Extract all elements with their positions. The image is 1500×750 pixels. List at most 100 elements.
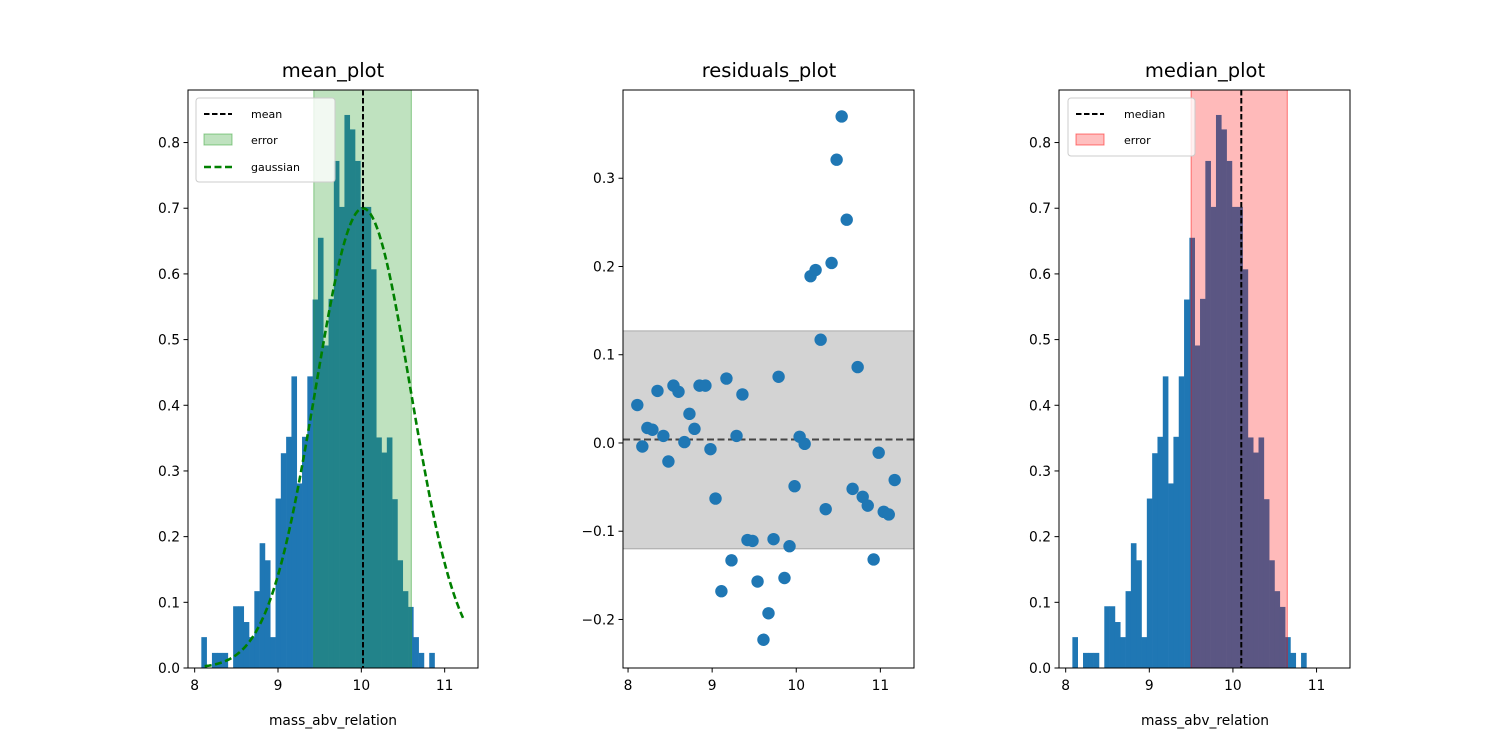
histogram-bar <box>296 483 303 668</box>
residual-point <box>825 256 838 270</box>
histogram-bar <box>333 160 340 668</box>
x-tick-label: 10 <box>1224 678 1242 694</box>
y-tick-label: 0.7 <box>158 201 180 217</box>
histogram-bar <box>370 269 377 668</box>
residual-point <box>646 423 659 436</box>
median-plot-axes: 8 9 10 11 0.0 0.1 0.2 0.3 0.4 0.5 0.6 0.7 0.8 <box>1029 89 1351 694</box>
histogram-bar <box>238 606 245 668</box>
residual-point <box>662 455 675 468</box>
histogram-bar <box>1301 652 1307 668</box>
legend-gaussian-label: gaussian <box>251 161 300 174</box>
residual-point <box>783 540 796 553</box>
histogram-bar <box>211 652 218 668</box>
residual-point <box>830 153 843 166</box>
mean-plot-panel: mean_plot mass_abv_relation 8 9 10 11 0.0 0.1… <box>158 59 479 729</box>
histogram-bar <box>1109 606 1116 668</box>
mean-plot-bars <box>201 114 435 669</box>
histogram-bar <box>1247 437 1254 668</box>
y-tick-label: 0.1 <box>593 348 615 364</box>
residual-point <box>772 370 785 383</box>
residual-point <box>657 429 670 443</box>
y-tick-label: 0.3 <box>1029 464 1051 480</box>
x-tick-label: 9 <box>1145 678 1154 694</box>
x-tick-label: 8 <box>1061 678 1070 694</box>
residual-point <box>846 482 859 496</box>
histogram-bar <box>217 652 223 668</box>
x-tick-label: 10 <box>353 678 371 694</box>
median-plot-legend: median error <box>1067 97 1196 157</box>
histogram-bar <box>1269 560 1275 668</box>
y-tick-label: 0.1 <box>1029 595 1051 611</box>
histogram-bar <box>302 436 308 668</box>
residual-point <box>767 532 780 546</box>
x-tick-label: 8 <box>624 678 633 694</box>
residual-point <box>725 554 738 567</box>
y-tick-label: 0.0 <box>1029 661 1051 677</box>
legend-error-label: error <box>251 134 278 147</box>
residual-point <box>709 492 722 505</box>
histogram-bar <box>1221 129 1227 669</box>
residual-point <box>683 407 696 421</box>
histogram-bar <box>413 637 419 668</box>
residual-point <box>872 446 885 459</box>
residual-point <box>699 379 712 392</box>
residual-point <box>851 360 864 374</box>
residual-point <box>867 553 880 566</box>
histogram-bar <box>1226 160 1233 668</box>
histogram-bar <box>1258 437 1265 668</box>
histogram-bar <box>344 114 351 668</box>
histogram-bar <box>323 345 329 668</box>
residual-point <box>814 333 827 346</box>
residual-point <box>882 508 895 521</box>
histogram-bar <box>1274 591 1281 668</box>
histogram-bar <box>1146 498 1153 668</box>
y-tick-label: 0.2 <box>1029 530 1051 546</box>
legend-mean-label: mean <box>251 108 282 121</box>
residual-point <box>888 473 901 487</box>
histogram-bar <box>1253 452 1259 668</box>
residual-point <box>778 571 791 585</box>
histogram-bar <box>233 606 239 668</box>
residual-point <box>819 502 832 516</box>
histogram-bar <box>1290 652 1297 668</box>
residual-point <box>788 480 801 493</box>
histogram-bar <box>1125 591 1132 668</box>
histogram-bar <box>1120 637 1126 668</box>
y-tick-label: 0.4 <box>158 398 180 414</box>
y-tick-label: 0.1 <box>158 595 180 611</box>
mean-plot-lines <box>204 90 465 668</box>
x-tick-label: 11 <box>436 678 454 694</box>
y-tick-label: 0.4 <box>1029 398 1051 414</box>
y-tick-label: 0.3 <box>593 171 615 187</box>
y-tick-label: 0.0 <box>593 436 615 452</box>
histogram-bar <box>1152 453 1158 668</box>
histogram-bar <box>376 437 382 668</box>
x-tick-label: 11 <box>872 678 890 694</box>
legend-frame <box>1067 97 1196 157</box>
y-tick-label: 0.5 <box>1029 333 1051 349</box>
y-tick-label: 0.3 <box>158 464 180 480</box>
legend-error-label: error <box>1124 134 1151 147</box>
y-tick-label: 0.6 <box>158 267 180 283</box>
axes-frame <box>1058 89 1351 669</box>
residual-point <box>715 585 728 598</box>
residual-point <box>636 440 649 453</box>
legend-frame <box>195 97 336 183</box>
residual-point <box>861 499 874 512</box>
histogram-bar <box>339 206 345 668</box>
y-tick-label: 0.8 <box>1029 136 1051 152</box>
histogram-bar <box>1088 652 1094 668</box>
histogram-bar <box>418 652 425 668</box>
residual-point <box>835 110 848 123</box>
mean-plot-axes: 8 9 10 11 0.0 0.1 0.2 0.3 0.4 0.5 0.6 0.7 0.8 <box>158 89 479 694</box>
median-plot-title: median_plot <box>1145 59 1266 82</box>
y-tick-label: 0.5 <box>158 333 180 349</box>
x-tick-label: 11 <box>1308 678 1326 694</box>
histogram-bar <box>328 298 335 668</box>
histogram-bar <box>349 129 356 669</box>
residual-point <box>651 384 664 398</box>
legend-error-swatch <box>1075 133 1105 146</box>
histogram-bar <box>355 160 361 668</box>
histogram-bar <box>1200 298 1206 668</box>
x-tick-label: 9 <box>274 678 283 694</box>
